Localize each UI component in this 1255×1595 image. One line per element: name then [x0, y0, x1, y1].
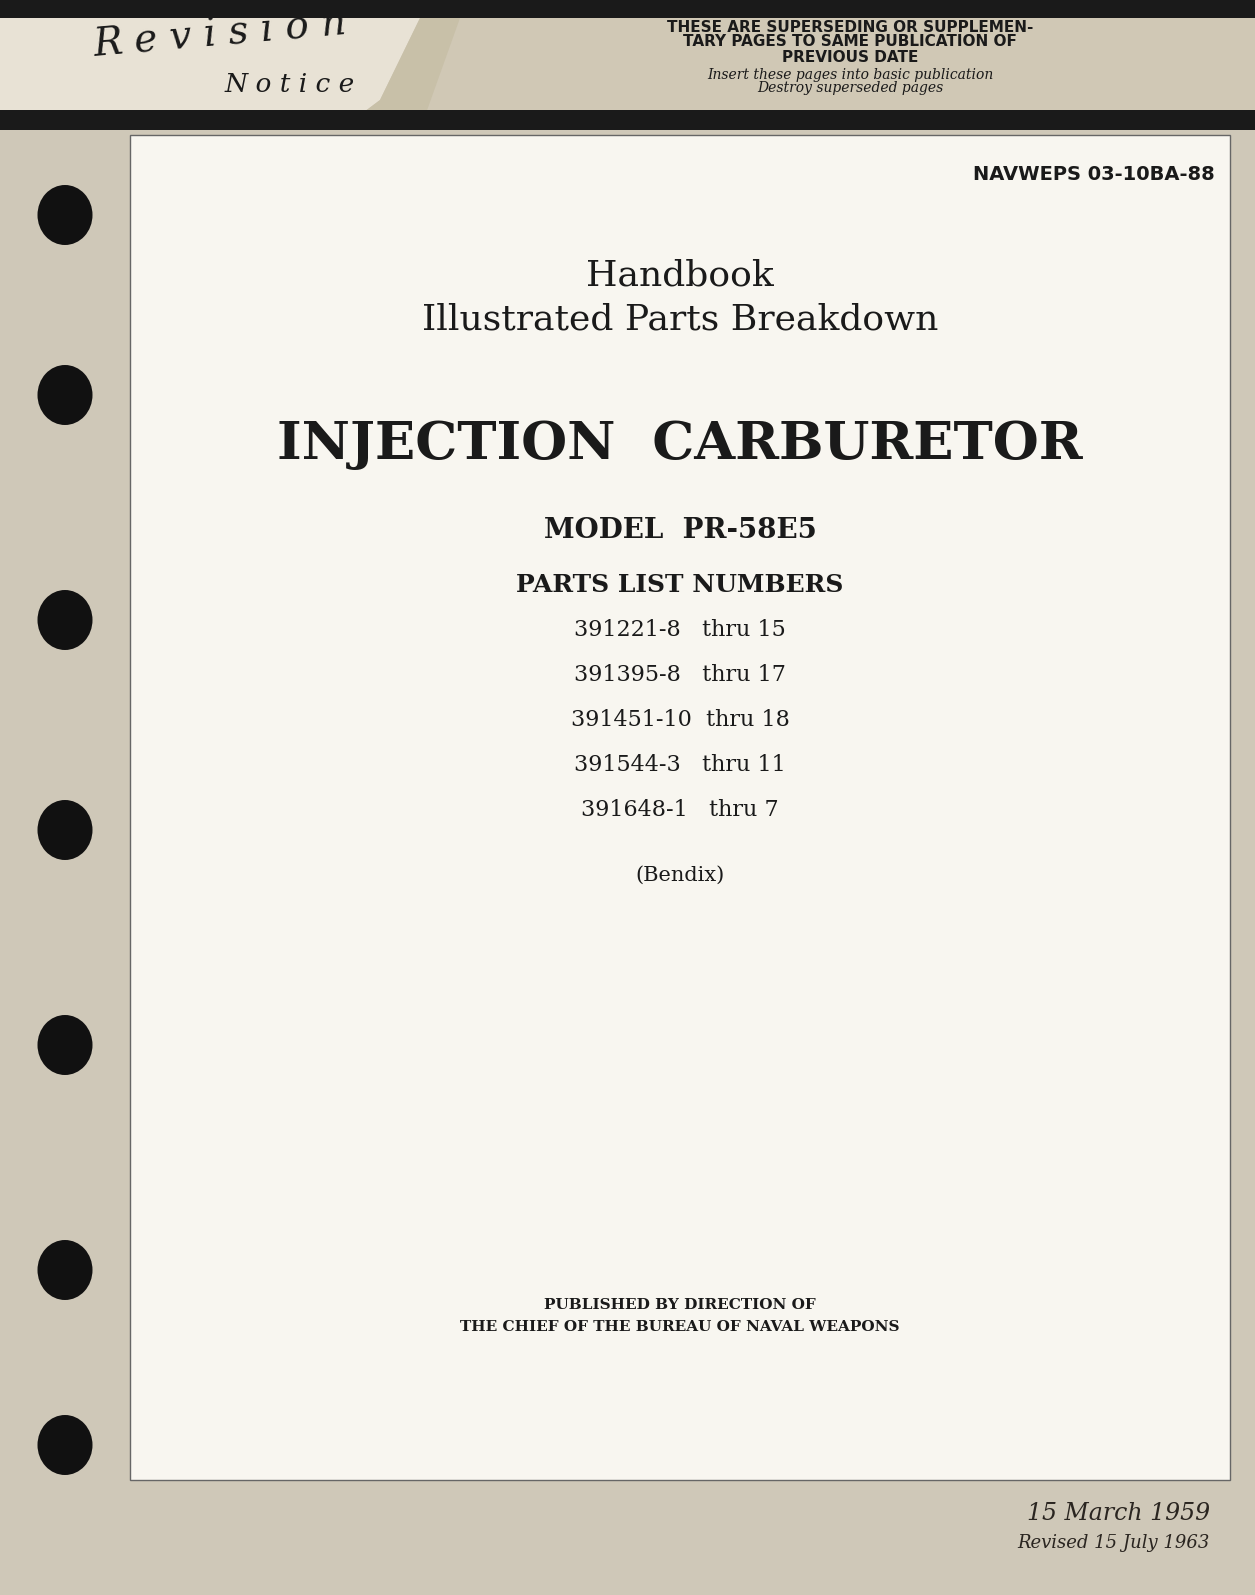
- Text: 15 March 1959: 15 March 1959: [1027, 1501, 1210, 1525]
- Text: 391221-8   thru 15: 391221-8 thru 15: [574, 619, 786, 641]
- Bar: [131, 136, 1230, 1480]
- Ellipse shape: [38, 590, 93, 651]
- Bar: [0, 0, 1255, 18]
- Ellipse shape: [38, 185, 93, 246]
- Ellipse shape: [38, 1239, 93, 1300]
- Polygon shape: [340, 18, 461, 131]
- Text: Revised 15 July 1963: Revised 15 July 1963: [1018, 1534, 1210, 1552]
- Text: Handbook: Handbook: [586, 258, 774, 292]
- Text: PREVIOUS DATE: PREVIOUS DATE: [782, 49, 919, 64]
- Text: 391451-10  thru 18: 391451-10 thru 18: [571, 710, 789, 731]
- Ellipse shape: [38, 1014, 93, 1075]
- Text: 391395-8   thru 17: 391395-8 thru 17: [574, 664, 786, 686]
- Text: MODEL  PR-58E5: MODEL PR-58E5: [543, 517, 817, 544]
- Text: 391544-3   thru 11: 391544-3 thru 11: [574, 754, 786, 777]
- Text: INJECTION  CARBURETOR: INJECTION CARBURETOR: [277, 419, 1083, 471]
- Text: THESE ARE SUPERSEDING OR SUPPLEMEN-: THESE ARE SUPERSEDING OR SUPPLEMEN-: [666, 19, 1033, 35]
- Text: (Bendix): (Bendix): [635, 866, 724, 885]
- Text: PARTS LIST NUMBERS: PARTS LIST NUMBERS: [516, 573, 843, 597]
- Text: 391648-1   thru 7: 391648-1 thru 7: [581, 799, 779, 821]
- Text: NAVWEPS 03-10BA-88: NAVWEPS 03-10BA-88: [973, 166, 1215, 185]
- Text: N o t i c e: N o t i c e: [225, 72, 355, 97]
- Text: Illustrated Parts Breakdown: Illustrated Parts Breakdown: [422, 303, 939, 337]
- Polygon shape: [0, 18, 420, 131]
- Text: R e v i s i o n: R e v i s i o n: [92, 5, 348, 64]
- Bar: [0, 18, 1255, 131]
- Text: Insert these pages into basic publication: Insert these pages into basic publicatio…: [707, 69, 993, 81]
- Bar: [0, 110, 1255, 131]
- Text: THE CHIEF OF THE BUREAU OF NAVAL WEAPONS: THE CHIEF OF THE BUREAU OF NAVAL WEAPONS: [461, 1321, 900, 1333]
- Ellipse shape: [38, 1415, 93, 1475]
- Ellipse shape: [38, 801, 93, 860]
- Text: Destroy superseded pages: Destroy superseded pages: [757, 81, 943, 96]
- Text: PUBLISHED BY DIRECTION OF: PUBLISHED BY DIRECTION OF: [545, 1298, 816, 1313]
- Ellipse shape: [38, 365, 93, 424]
- Text: TARY PAGES TO SAME PUBLICATION OF: TARY PAGES TO SAME PUBLICATION OF: [683, 35, 1017, 49]
